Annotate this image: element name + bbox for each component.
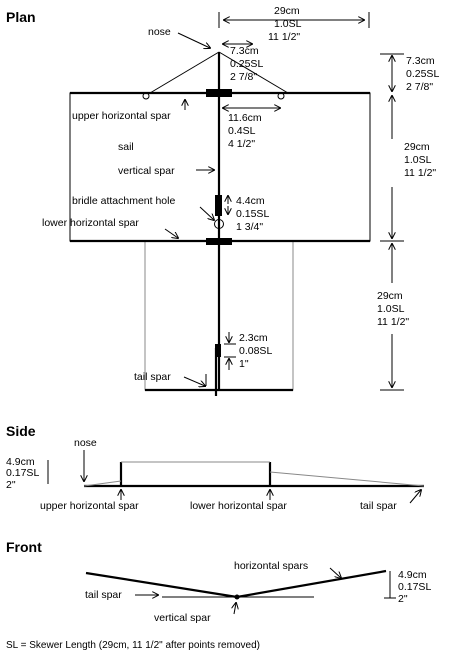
front-label-tail-spar: tail spar <box>85 589 122 601</box>
svg-text:11 1/2": 11 1/2" <box>268 31 300 43</box>
svg-text:4.9cm: 4.9cm <box>398 569 427 581</box>
svg-text:4.4cm: 4.4cm <box>236 195 265 207</box>
bridle-attachment-hole <box>214 219 224 229</box>
svg-text:4.9cm: 4.9cm <box>6 456 35 468</box>
svg-text:29cm: 29cm <box>274 5 300 17</box>
plan-label-nose: nose <box>148 26 171 38</box>
side-label-lower-horizontal-spar: lower horizontal spar <box>190 500 287 512</box>
svg-text:1.0SL: 1.0SL <box>377 303 405 315</box>
plan-label-tail-spar: tail spar <box>134 371 171 383</box>
svg-text:1": 1" <box>239 358 249 370</box>
upper-joint <box>206 89 232 97</box>
plan-label-sail: sail <box>118 141 134 153</box>
svg-text:2 7/8": 2 7/8" <box>230 71 257 83</box>
front-view-drawing <box>85 569 387 600</box>
dim-half-span: 11.6cm 0.4SL 4 1/2" <box>222 108 280 150</box>
dim-nose-height: 7.3cm 0.25SL 2 7/8" <box>380 53 439 93</box>
svg-text:2": 2" <box>398 593 408 605</box>
plan-label-lower-horizontal-spar: lower horizontal spar <box>42 217 139 229</box>
dim-side-height: 4.9cm 0.17SL 2" <box>6 456 49 491</box>
svg-text:0.15SL: 0.15SL <box>236 208 269 220</box>
side-label-tail-spar: tail spar <box>360 500 397 512</box>
footnote: SL = Skewer Length (29cm, 11 1/2" after … <box>6 640 260 651</box>
bridle-joint <box>215 195 222 216</box>
svg-text:29cm: 29cm <box>404 141 430 153</box>
plan-heading: Plan <box>6 9 36 25</box>
svg-text:4 1/2": 4 1/2" <box>228 138 255 150</box>
side-heading: Side <box>6 423 36 439</box>
svg-text:0.17SL: 0.17SL <box>6 467 39 479</box>
plan-label-upper-horizontal-spar: upper horizontal spar <box>72 110 171 122</box>
dim-bridle-offset: 4.4cm 0.15SL 1 3/4" <box>228 195 269 233</box>
front-label-horizontal-spars: horizontal spars <box>234 560 308 572</box>
dim-sail-height: 29cm 1.0SL 11 1/2" <box>380 96 436 242</box>
side-view-drawing <box>83 461 425 488</box>
svg-text:2": 2" <box>6 479 16 491</box>
svg-text:0.25SL: 0.25SL <box>406 68 439 80</box>
plan-label-bridle-attachment-hole: bridle attachment hole <box>72 195 175 207</box>
svg-text:7.3cm: 7.3cm <box>406 55 435 67</box>
svg-text:0.08SL: 0.08SL <box>239 345 272 357</box>
dim-front-height: 4.9cm 0.17SL 2" <box>384 569 431 605</box>
svg-text:1.0SL: 1.0SL <box>274 18 302 30</box>
svg-text:7.3cm: 7.3cm <box>230 45 259 57</box>
svg-text:1 3/4": 1 3/4" <box>236 221 263 233</box>
lower-joint <box>206 238 232 245</box>
dim-tail-height: 29cm 1.0SL 11 1/2" <box>377 244 409 391</box>
front-label-vertical-spar: vertical spar <box>154 612 211 624</box>
svg-text:2 7/8": 2 7/8" <box>406 81 433 93</box>
side-label-upper-horizontal-spar: upper horizontal spar <box>40 500 139 512</box>
svg-text:11 1/2": 11 1/2" <box>404 167 436 179</box>
svg-text:0.17SL: 0.17SL <box>398 581 431 593</box>
svg-text:0.25SL: 0.25SL <box>230 58 263 70</box>
dim-nose-offset: 7.3cm 0.25SL 2 7/8" <box>222 44 263 83</box>
side-label-nose: nose <box>74 437 97 449</box>
svg-text:29cm: 29cm <box>377 290 403 302</box>
plan-label-vertical-spar: vertical spar <box>118 165 175 177</box>
svg-text:1.0SL: 1.0SL <box>404 154 432 166</box>
svg-text:2.3cm: 2.3cm <box>239 332 268 344</box>
svg-text:11 1/2": 11 1/2" <box>377 316 409 328</box>
tail-joint <box>215 344 221 357</box>
dim-tail-joint: 2.3cm 0.08SL 1" <box>224 332 272 370</box>
svg-text:0.4SL: 0.4SL <box>228 125 256 137</box>
front-heading: Front <box>6 539 42 555</box>
dim-total-width: 29cm 1.0SL 11 1/2" <box>218 5 370 43</box>
svg-text:11.6cm: 11.6cm <box>228 112 262 124</box>
